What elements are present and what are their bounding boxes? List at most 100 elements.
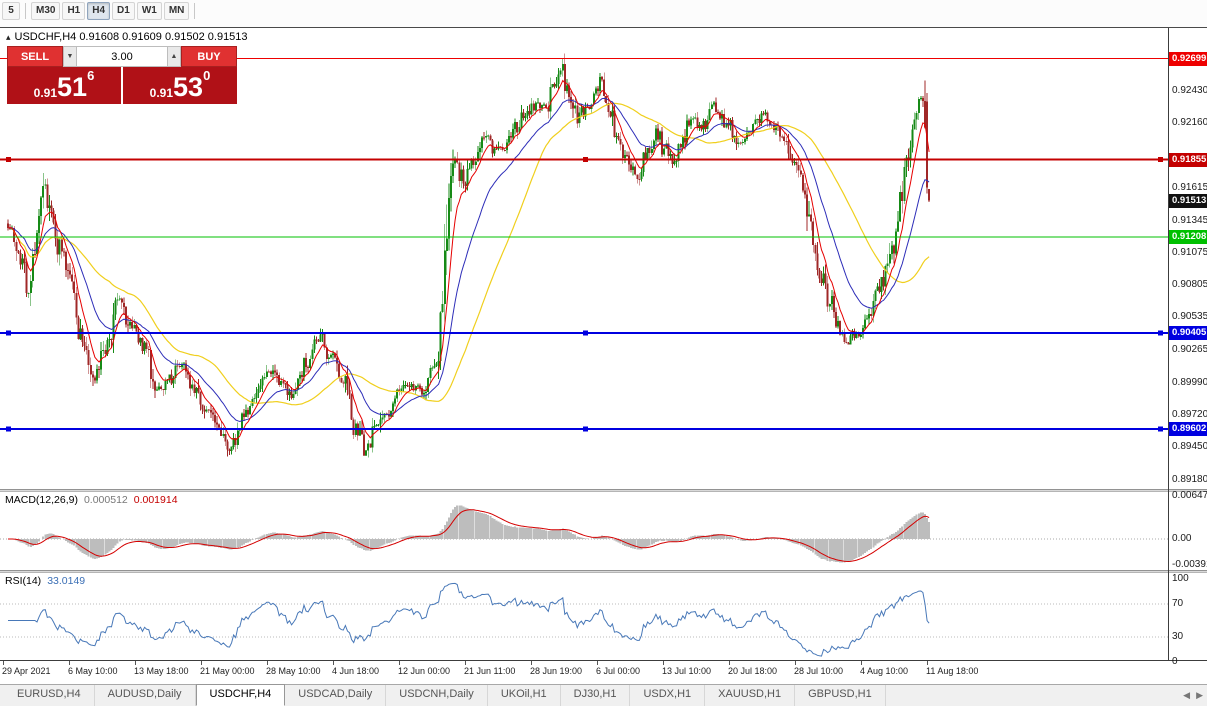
price-axis-label: 0.91075	[1172, 246, 1207, 258]
time-axis-label: 4 Aug 10:00	[860, 666, 909, 676]
buy-button[interactable]: BUY	[181, 46, 237, 67]
time-axis-tick	[861, 661, 862, 665]
time-axis-label: 28 Jun 19:00	[530, 666, 583, 676]
time-axis[interactable]: 29 Apr 2021 6 May 10:00 13 May 18:00 21 May…	[0, 661, 1207, 681]
time-axis-tick	[729, 661, 730, 665]
tab-usdchf-h4[interactable]: USDCHF,H4	[195, 684, 286, 706]
rsi-label: RSI(14) 33.0149	[5, 575, 85, 587]
tab-scroll-right-icon[interactable]: ▶	[1196, 690, 1203, 700]
timeframe-button-d1[interactable]: D1	[112, 2, 135, 20]
tab-gbpusd-h1[interactable]: GBPUSD,H1	[795, 685, 886, 706]
timeframe-button-m30[interactable]: M30	[31, 2, 61, 20]
one-click-toggle-icon[interactable]: ▴	[6, 32, 11, 42]
time-axis-label: 13 Jul 10:00	[662, 666, 712, 676]
volume-decrease-button[interactable]: ▼	[63, 46, 77, 67]
macd-axis-label: 0.00647	[1172, 490, 1207, 501]
bid-price-sup: 6	[87, 68, 95, 83]
timeframe-button-h4[interactable]: H4	[87, 2, 111, 20]
tab-ukoil-h1[interactable]: UKOil,H1	[488, 685, 561, 706]
time-axis-tick	[399, 661, 400, 665]
time-axis-border	[0, 660, 1207, 661]
price-axis-label: 0.92160	[1172, 117, 1207, 129]
bid-price-big: 51	[57, 72, 88, 102]
tab-usdx-h1[interactable]: USDX,H1	[630, 685, 706, 706]
macd-axis-label: 0.00	[1172, 533, 1192, 544]
time-axis-label: 29 Apr 2021	[2, 666, 51, 676]
ask-price-display[interactable]: 0.91 53 0	[123, 67, 237, 104]
macd-indicator-canvas[interactable]	[0, 492, 1168, 570]
tab-usdcad-daily[interactable]: USDCAD,Daily	[285, 685, 387, 706]
macd-label: MACD(12,26,9) 0.000512 0.001914	[5, 494, 178, 506]
time-axis-tick	[795, 661, 796, 665]
rsi-indicator-canvas[interactable]	[0, 573, 1168, 660]
macd-name: MACD(12,26,9)	[5, 494, 78, 506]
volume-input[interactable]	[77, 46, 167, 67]
time-axis-label: 12 Jun 00:00	[398, 666, 451, 676]
tab-scroll-left-icon[interactable]: ◀	[1183, 690, 1191, 700]
rsi-axis-label: 70	[1172, 598, 1184, 609]
time-axis-label: 6 May 10:00	[68, 666, 118, 676]
rsi-axis-label: 30	[1172, 631, 1184, 642]
time-axis-tick	[267, 661, 268, 665]
price-axis-label: 0.89720	[1172, 408, 1207, 420]
ask-price-big: 53	[173, 72, 204, 102]
price-axis[interactable]: 0.92430 0.92160 0.91615 0.91345 0.91075 0.908…	[1169, 29, 1207, 667]
hline-price-tag: 0.91855	[1169, 152, 1207, 167]
price-axis-label: 0.91615	[1172, 182, 1207, 194]
timeframe-button-mn[interactable]: MN	[163, 2, 190, 20]
price-axis-border	[1168, 28, 1169, 660]
time-axis-label: 21 May 00:00	[200, 666, 255, 676]
current-price-tag: 0.91513	[1169, 193, 1207, 208]
sell-button[interactable]: SELL	[7, 46, 63, 67]
timeframe-button-5[interactable]: 5	[2, 2, 20, 20]
tab-xauusd-h1[interactable]: XAUUSD,H1	[705, 685, 796, 706]
bid-price-display[interactable]: 0.91 51 6	[7, 67, 121, 104]
timeframe-button-h1[interactable]: H1	[62, 2, 86, 20]
price-axis-label: 0.92430	[1172, 84, 1207, 96]
price-axis-label: 0.90265	[1172, 343, 1207, 355]
top-toolbar: 5 M30 H1 H4 D1 W1 MN	[0, 0, 1207, 27]
rsi-name: RSI(14)	[5, 575, 42, 587]
ask-price-small: 0.91	[149, 86, 174, 100]
volume-increase-button[interactable]: ▲	[167, 46, 181, 67]
panel-splitter[interactable]	[0, 489, 1207, 492]
time-axis-tick	[135, 661, 136, 665]
time-axis-label: 4 Jun 18:00	[332, 666, 380, 676]
tab-navigation: ◀ ▶	[1183, 690, 1203, 701]
time-axis-tick	[69, 661, 70, 665]
time-axis-label: 21 Jun 11:00	[464, 666, 516, 676]
ask-price-sup: 0	[203, 68, 211, 83]
price-axis-label: 0.89450	[1172, 441, 1207, 453]
timeframe-button-w1[interactable]: W1	[136, 2, 162, 20]
chart-window: ▴ USDCHF,H4 0.91608 0.91609 0.91502 0.91…	[0, 27, 1207, 681]
time-axis-label: 13 May 18:00	[134, 666, 189, 676]
chart-tab-bar: EURUSD,H4 AUDUSD,Daily USDCHF,H4 USDCAD,Dai…	[0, 684, 1207, 706]
tab-audusd-daily[interactable]: AUDUSD,Daily	[95, 685, 196, 706]
chart-ohlc-text: USDCHF,H4 0.91608 0.91609 0.91502 0.9151…	[14, 31, 248, 43]
volume-control: ▼ ▲	[63, 46, 181, 67]
price-axis-label: 0.90805	[1172, 279, 1207, 291]
rsi-axis-label: 0	[1172, 655, 1178, 667]
time-axis-tick	[3, 661, 4, 665]
tab-eurusd-h4[interactable]: EURUSD,H4	[4, 685, 95, 706]
hline-price-tag: 0.90405	[1169, 326, 1207, 341]
tab-usdcnh-daily[interactable]: USDCNH,Daily	[386, 685, 488, 706]
timeframe-toolbar: 5 M30 H1 H4 D1 W1 MN	[2, 2, 198, 20]
time-axis-label: 20 Jul 18:00	[728, 666, 778, 676]
rsi-value: 33.0149	[47, 575, 86, 587]
time-axis-tick	[927, 661, 928, 665]
price-axis-label: 0.89180	[1172, 473, 1207, 485]
price-axis-label: 0.91345	[1172, 214, 1207, 226]
panel-splitter[interactable]	[0, 570, 1207, 573]
tab-dj30-h1[interactable]: DJ30,H1	[561, 685, 631, 706]
time-axis-tick	[597, 661, 598, 665]
hline-price-tag: 0.89602	[1169, 422, 1207, 437]
bid-price-small: 0.91	[33, 86, 58, 100]
time-axis-tick	[333, 661, 334, 665]
main-chart-canvas[interactable]	[0, 29, 1168, 489]
toolbar-separator	[25, 3, 26, 19]
time-axis-label: 11 Aug 18:00	[926, 666, 979, 676]
hline-price-tag: 0.92699	[1169, 51, 1207, 66]
